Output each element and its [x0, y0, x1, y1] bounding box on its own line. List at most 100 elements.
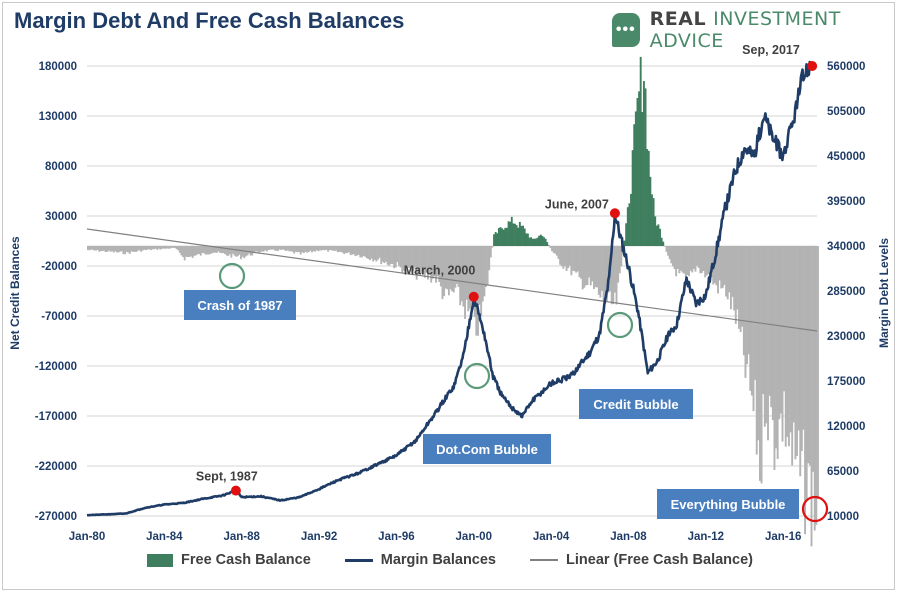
peak-annotation-label: Sep, 2017 — [742, 43, 800, 57]
free-cash-bar — [103, 246, 106, 251]
free-cash-bar — [544, 238, 547, 246]
free-cash-bar — [562, 246, 565, 269]
free-cash-bar — [388, 246, 391, 266]
chart-title: Margin Debt And Free Cash Balances — [14, 8, 405, 33]
free-cash-bar — [156, 246, 159, 250]
free-cash-bar — [459, 246, 462, 306]
free-cash-bar — [191, 246, 194, 258]
free-cash-bar — [251, 246, 254, 256]
free-cash-bar — [633, 124, 636, 246]
free-cash-bar — [217, 246, 220, 252]
legend-item-margin: Margin Balances — [344, 552, 496, 568]
free-cash-bar — [415, 246, 418, 280]
free-cash-bar — [116, 246, 118, 253]
free-cash-bar — [154, 246, 157, 249]
free-cash-bar — [707, 246, 710, 275]
free-cash-bar — [794, 246, 797, 460]
free-cash-bar — [286, 246, 289, 251]
free-cash-bar — [96, 246, 99, 250]
free-cash-bar — [612, 246, 615, 305]
free-cash-bar — [510, 216, 513, 246]
free-cash-bar — [438, 246, 441, 283]
free-cash-bar — [460, 246, 463, 302]
free-cash-bar — [644, 88, 647, 246]
free-cash-bar — [454, 246, 457, 288]
free-cash-bar — [223, 246, 226, 254]
free-cash-bar — [201, 246, 204, 253]
free-cash-bar — [151, 246, 154, 250]
free-cash-bar — [554, 246, 557, 254]
brand-logo-icon: ••• — [612, 13, 640, 47]
legend-swatch-margin — [344, 558, 373, 562]
free-cash-bar — [663, 246, 666, 247]
free-cash-bar — [642, 81, 645, 246]
free-cash-bar — [464, 246, 466, 319]
free-cash-bar — [456, 246, 458, 284]
free-cash-bar — [776, 246, 779, 459]
free-cash-bar — [750, 246, 753, 396]
free-cash-bar — [752, 246, 755, 412]
legend-label-trend: Linear (Free Cash Balance) — [566, 552, 753, 568]
free-cash-bar — [227, 246, 230, 256]
brand-logo-text: REAL INVESTMENT ADVICE — [650, 8, 900, 52]
free-cash-bar — [817, 246, 819, 499]
free-cash-bar — [398, 246, 400, 266]
callout-box — [184, 290, 296, 320]
y-right-tick-label: 65000 — [827, 466, 859, 478]
y-right-tick-label: 450000 — [827, 151, 865, 163]
free-cash-bar — [786, 246, 789, 437]
free-cash-bar — [359, 246, 362, 258]
free-cash-bar — [536, 237, 539, 246]
free-cash-bar — [140, 246, 143, 252]
free-cash-bar — [193, 246, 196, 256]
free-cash-bar — [717, 246, 719, 294]
x-tick-label: Jan-88 — [223, 531, 260, 543]
free-cash-bar — [620, 246, 623, 267]
free-cash-bar — [117, 246, 120, 253]
free-cash-bar — [431, 246, 434, 279]
free-cash-bar — [675, 246, 678, 277]
free-cash-bar — [165, 246, 168, 249]
free-cash-bar — [241, 246, 244, 257]
free-cash-bar — [626, 207, 629, 246]
free-cash-bar — [688, 246, 690, 277]
free-cash-bar — [351, 246, 354, 255]
free-cash-bar — [145, 246, 147, 251]
free-cash-bar — [628, 203, 631, 246]
callout-box — [657, 489, 799, 519]
free-cash-bar — [281, 246, 284, 250]
free-cash-bar — [720, 246, 723, 289]
free-cash-bar — [486, 246, 489, 286]
free-cash-bar — [810, 246, 813, 547]
free-cash-bar — [90, 246, 93, 250]
free-cash-bar — [796, 246, 798, 456]
free-cash-bar — [689, 246, 692, 271]
free-cash-bar — [167, 246, 170, 249]
free-cash-bar — [791, 246, 794, 466]
free-cash-bar — [581, 246, 584, 290]
free-cash-bar — [91, 246, 94, 250]
free-cash-bar — [127, 246, 130, 253]
free-cash-bar — [684, 246, 687, 278]
free-cash-bar — [652, 198, 655, 246]
free-cash-bar — [418, 246, 421, 269]
free-cash-bar — [746, 246, 749, 365]
free-cash-bar — [436, 246, 439, 277]
free-cash-bar — [164, 246, 167, 249]
free-cash-bar — [584, 246, 587, 286]
free-cash-bar — [331, 246, 334, 251]
free-cash-bar — [551, 246, 554, 252]
free-cash-bar — [290, 246, 292, 252]
highlight-ring — [218, 262, 246, 290]
free-cash-bar — [215, 246, 218, 253]
free-cash-bar — [307, 246, 310, 253]
free-cash-bar — [657, 224, 660, 246]
free-cash-bar — [472, 246, 475, 310]
free-cash-bar — [291, 246, 294, 252]
free-cash-bar — [380, 246, 383, 265]
free-cash-bar — [702, 246, 705, 271]
free-cash-bar — [705, 246, 708, 276]
callout-label: Crash of 1987 — [197, 298, 282, 313]
free-cash-bar — [667, 246, 670, 256]
